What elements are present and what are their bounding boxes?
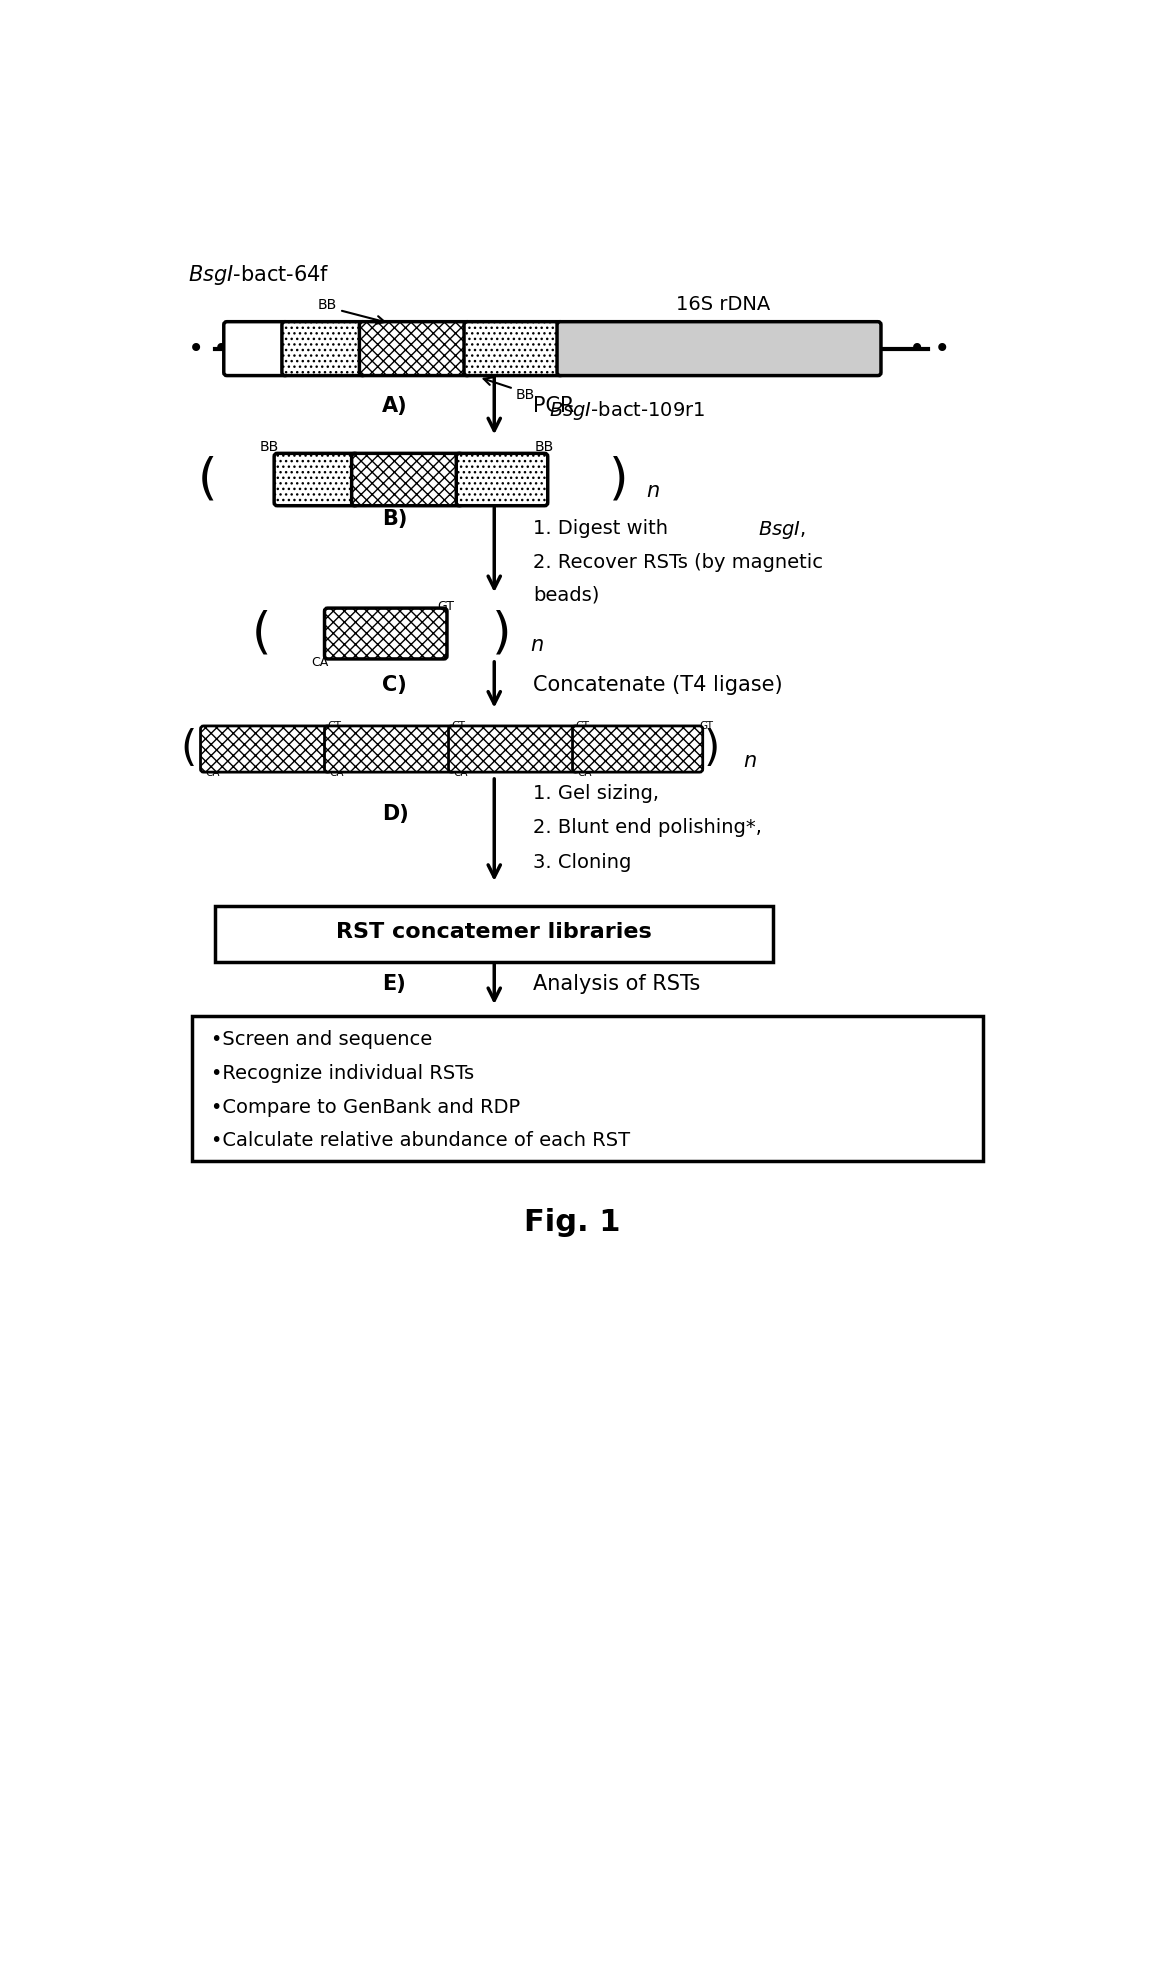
Text: BB: BB bbox=[516, 388, 535, 402]
Text: 1. Gel sizing,: 1. Gel sizing, bbox=[533, 783, 659, 802]
Text: GT: GT bbox=[436, 600, 454, 612]
FancyBboxPatch shape bbox=[282, 322, 365, 375]
Text: (: ( bbox=[198, 455, 218, 504]
Text: GT: GT bbox=[700, 720, 714, 732]
Text: E): E) bbox=[382, 975, 405, 995]
FancyBboxPatch shape bbox=[275, 453, 357, 506]
Text: $\mathit{BsgI}$,: $\mathit{BsgI}$, bbox=[758, 518, 805, 542]
FancyBboxPatch shape bbox=[325, 608, 447, 659]
Text: GT: GT bbox=[576, 720, 590, 732]
Text: 16S rDNA: 16S rDNA bbox=[676, 294, 771, 314]
FancyBboxPatch shape bbox=[192, 1016, 982, 1162]
Text: C): C) bbox=[382, 675, 406, 695]
Text: Concatenate (T4 ligase): Concatenate (T4 ligase) bbox=[533, 675, 782, 695]
FancyBboxPatch shape bbox=[360, 322, 470, 375]
Text: ): ) bbox=[492, 610, 512, 657]
Text: BB: BB bbox=[535, 439, 554, 453]
Text: 2. Blunt end polishing*,: 2. Blunt end polishing*, bbox=[533, 818, 762, 838]
Text: • •: • • bbox=[909, 336, 950, 363]
Text: n: n bbox=[744, 751, 757, 771]
Text: •Calculate relative abundance of each RST: •Calculate relative abundance of each RS… bbox=[212, 1132, 631, 1150]
Text: • •: • • bbox=[189, 336, 229, 363]
Text: A): A) bbox=[382, 396, 407, 416]
Text: $\mathit{BsgI}$-bact-109r1: $\mathit{BsgI}$-bact-109r1 bbox=[548, 398, 704, 422]
Text: GT: GT bbox=[327, 720, 341, 732]
Text: (: ( bbox=[253, 610, 271, 657]
Text: CA: CA bbox=[329, 767, 343, 777]
FancyBboxPatch shape bbox=[464, 322, 563, 375]
Text: 2. Recover RSTs (by magnetic: 2. Recover RSTs (by magnetic bbox=[533, 553, 823, 571]
Text: D): D) bbox=[382, 804, 409, 824]
Text: CA: CA bbox=[311, 657, 328, 669]
FancyBboxPatch shape bbox=[573, 726, 703, 773]
Text: 3. Cloning: 3. Cloning bbox=[533, 853, 631, 871]
Text: n: n bbox=[531, 636, 544, 655]
Text: 1. Digest with: 1. Digest with bbox=[533, 518, 674, 538]
Text: (: ( bbox=[180, 728, 197, 769]
FancyBboxPatch shape bbox=[325, 726, 455, 773]
Text: •Recognize individual RSTs: •Recognize individual RSTs bbox=[212, 1063, 475, 1083]
Text: •Compare to GenBank and RDP: •Compare to GenBank and RDP bbox=[212, 1097, 520, 1116]
Text: n: n bbox=[646, 481, 660, 500]
Text: Analysis of RSTs: Analysis of RSTs bbox=[533, 975, 701, 995]
Text: PCR: PCR bbox=[533, 396, 574, 416]
Text: BB: BB bbox=[318, 298, 338, 312]
Text: RST concatemer libraries: RST concatemer libraries bbox=[336, 922, 652, 942]
Text: CA: CA bbox=[205, 767, 220, 777]
FancyBboxPatch shape bbox=[223, 322, 289, 375]
FancyBboxPatch shape bbox=[558, 322, 881, 375]
FancyBboxPatch shape bbox=[215, 906, 773, 961]
Text: Fig. 1: Fig. 1 bbox=[524, 1209, 620, 1238]
Text: •Screen and sequence: •Screen and sequence bbox=[212, 1030, 433, 1050]
Text: BB: BB bbox=[260, 439, 279, 453]
FancyBboxPatch shape bbox=[352, 453, 462, 506]
Text: ): ) bbox=[609, 455, 629, 504]
Text: GT: GT bbox=[452, 720, 466, 732]
Text: beads): beads) bbox=[533, 587, 599, 604]
FancyBboxPatch shape bbox=[456, 453, 548, 506]
FancyBboxPatch shape bbox=[200, 726, 331, 773]
Text: ): ) bbox=[703, 728, 719, 769]
Text: CA: CA bbox=[453, 767, 468, 777]
Text: B): B) bbox=[382, 510, 407, 530]
FancyBboxPatch shape bbox=[448, 726, 579, 773]
Text: $\mathit{BsgI}$-bact-64f: $\mathit{BsgI}$-bact-64f bbox=[189, 263, 329, 288]
Text: CA: CA bbox=[577, 767, 591, 777]
